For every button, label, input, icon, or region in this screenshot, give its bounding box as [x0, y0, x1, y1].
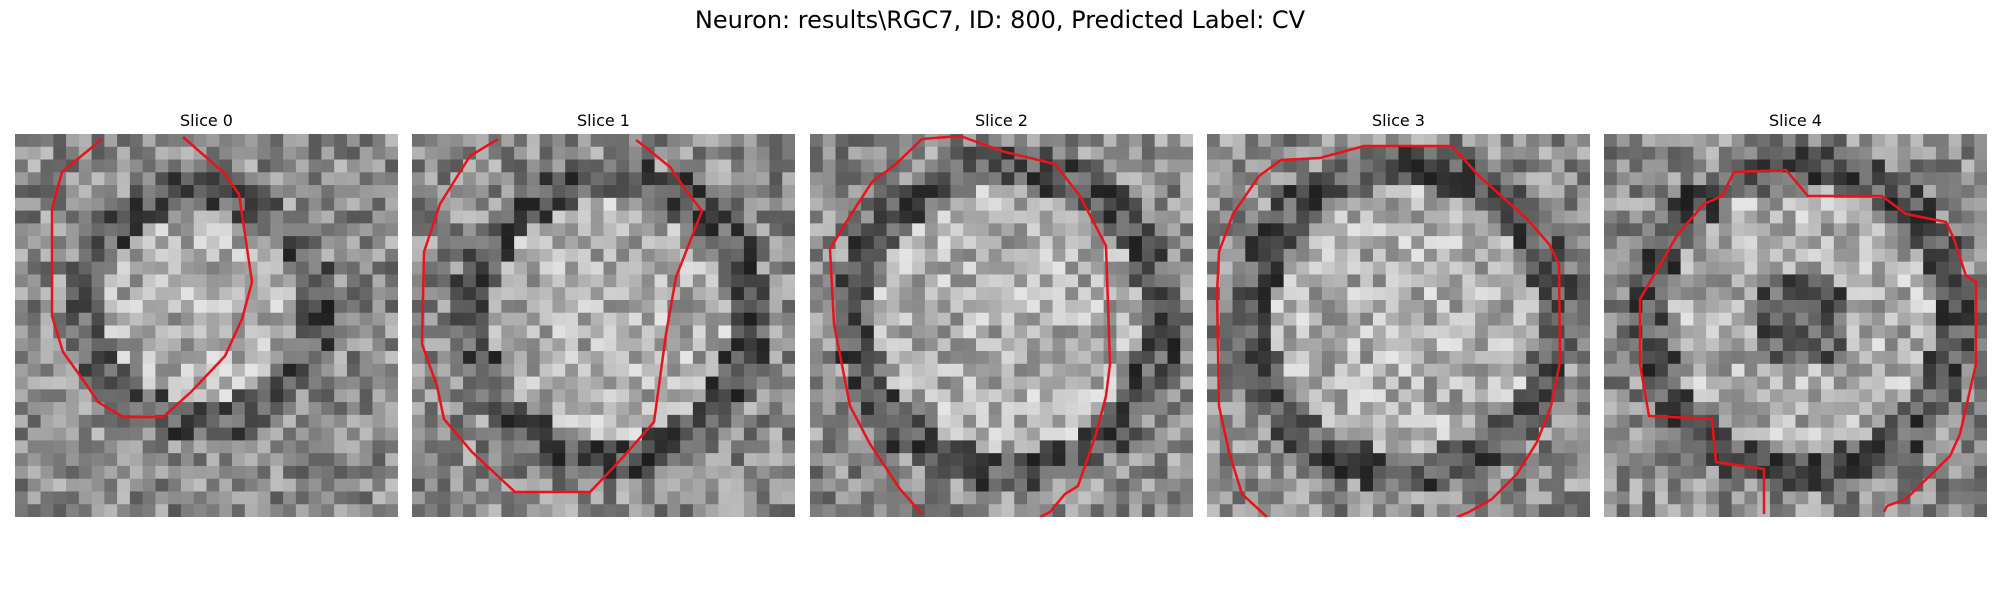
segmentation-contour [1638, 168, 1978, 514]
slice-panel-2: Slice 2 [810, 108, 1193, 517]
slice-title: Slice 1 [577, 111, 630, 130]
slice-image [1207, 134, 1590, 517]
slice-panel-0: Slice 0 [15, 108, 398, 517]
slice-panel-3: Slice 3 [1207, 108, 1590, 517]
segmentation-contour [1215, 144, 1562, 517]
slice-title: Slice 3 [1372, 111, 1425, 130]
figure-title: Neuron: results\RGC7, ID: 800, Predicted… [694, 6, 1306, 34]
slice-image [1604, 134, 1987, 517]
slice-image [412, 134, 795, 517]
slice-image [15, 134, 398, 517]
slice-title: Slice 4 [1769, 111, 1822, 130]
slice-panel-1: Slice 1 [412, 108, 795, 517]
slice-panel-4: Slice 4 [1604, 108, 1987, 517]
slice-image [810, 134, 1193, 517]
segmentation-contour [420, 137, 704, 494]
segmentation-contour [828, 134, 1112, 517]
slice-title: Slice 0 [180, 111, 233, 130]
segmentation-contour [50, 136, 254, 419]
slice-title: Slice 2 [975, 111, 1028, 130]
